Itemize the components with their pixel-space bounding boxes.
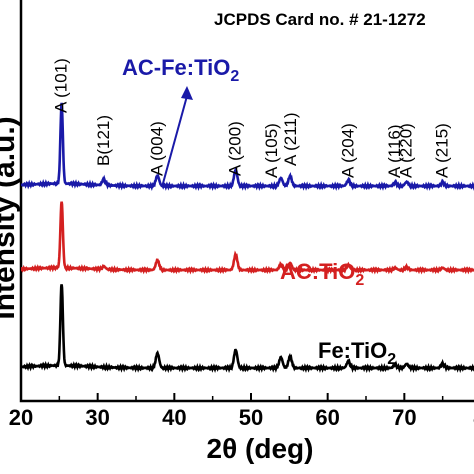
y-axis-label: Intensity (a.u.): [0, 116, 21, 319]
series-line-0: [21, 102, 474, 192]
peak-label-5: A (211): [281, 112, 300, 166]
jcpds-card-label: JCPDS Card no. # 21-1272: [214, 10, 426, 29]
series-label-0: AC-Fe:TiO2: [122, 55, 239, 85]
peak-label-2: A (004): [148, 121, 167, 176]
series-label-1: AC:TiO2: [280, 259, 364, 289]
x-axis-label: 2θ (deg): [207, 433, 314, 464]
series-arrow: [161, 86, 193, 188]
peak-label-layer: A (101) B(121) A (004) A (200) A (105) A (211…: [52, 58, 452, 178]
peak-label-7: A (116): [385, 124, 404, 178]
series-label-2: Fe:TiO2: [318, 338, 396, 368]
peak-label-6: A (204): [338, 123, 357, 178]
series-layer: [21, 102, 474, 374]
x-tick-label-2: 40: [162, 405, 186, 430]
peak-label-3: A (200): [226, 121, 245, 176]
x-tick-layer: 2030405060708: [9, 393, 474, 430]
x-tick-label-0: 20: [9, 405, 33, 430]
series-line-1: [21, 201, 474, 275]
peak-label-4: A (105): [262, 123, 281, 178]
peak-label-1: B(121): [94, 115, 113, 166]
x-tick-label-4: 60: [315, 405, 339, 430]
peak-label-9: A (215): [433, 123, 452, 178]
plot-frame: [19, 0, 474, 403]
x-tick-label-1: 30: [85, 405, 109, 430]
x-tick-label-5: 70: [392, 405, 416, 430]
peak-label-0: A (101): [52, 58, 71, 113]
series-line-2: [21, 284, 474, 374]
peak-label-8: A (220): [397, 123, 416, 178]
x-tick-label-3: 50: [239, 405, 263, 430]
